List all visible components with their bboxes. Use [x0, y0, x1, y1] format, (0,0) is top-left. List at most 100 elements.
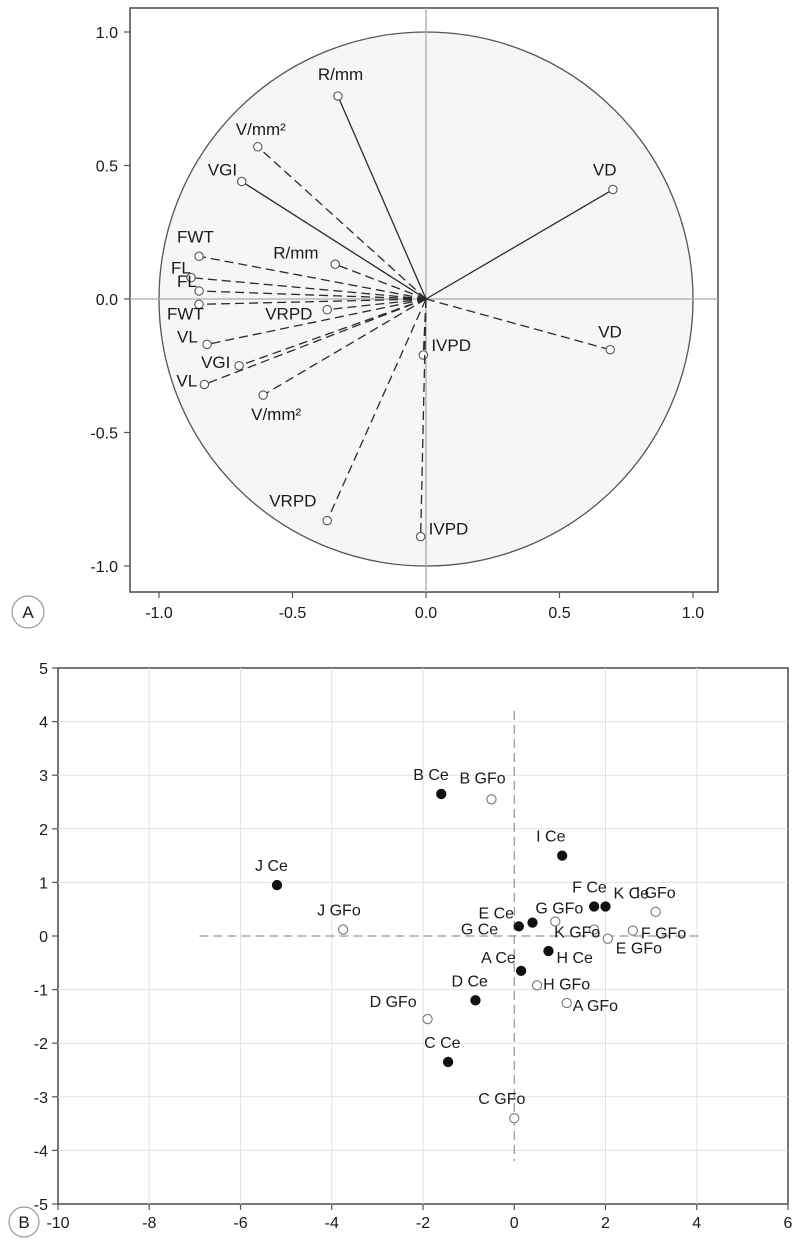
point-label: J Ce	[255, 858, 288, 875]
x-tick-label: -8	[142, 1215, 156, 1232]
score-point-gfo	[550, 916, 561, 927]
panel-b-ticks: -10 -8 -6 -4 -2 0 2 4 6 5 4 3 2 1 0 -1 -2 -3 -4 -5	[34, 661, 793, 1232]
loading-vector-point	[253, 142, 263, 152]
vector-label: VGI	[201, 353, 230, 372]
y-tick-label: 5	[39, 661, 48, 678]
loading-vector-line	[337, 95, 427, 300]
panel-a-ticks: -1.0 -0.5 0.0 0.5 1.0 1.0 0.5 0.0 -0.5 -1.0	[90, 25, 704, 622]
x-tick-label: 6	[784, 1215, 793, 1232]
vector-label: VRPD	[265, 305, 312, 324]
vector-label: VD	[598, 323, 622, 342]
score-point-gfo	[338, 924, 349, 935]
point-label: C Ce	[424, 1035, 461, 1052]
loading-vector-point	[608, 184, 618, 195]
vector-label: V/mm²	[236, 120, 286, 139]
loading-vector-line	[204, 298, 427, 386]
point-label: C GFo	[478, 1091, 525, 1108]
score-point-gfo	[650, 906, 661, 918]
loading-vector-line	[241, 180, 427, 300]
loading-vector-line	[422, 298, 427, 356]
score-point-gfo	[422, 1013, 433, 1025]
loading-vector-point	[330, 259, 340, 270]
score-point-gfo	[509, 1113, 520, 1124]
panel-a-label-badge: A	[11, 595, 45, 629]
vector-label: FWT	[167, 304, 204, 323]
y-tick-label: 0.0	[96, 292, 118, 309]
point-label: I GFo	[636, 885, 676, 902]
point-label: H Ce	[556, 950, 593, 967]
loading-vector-point	[415, 531, 426, 542]
vector-label: FWT	[177, 227, 214, 246]
loading-vector-point	[194, 251, 204, 262]
point-label: F GFo	[641, 926, 686, 943]
score-point-ce	[543, 945, 554, 957]
panel-a-label: A	[22, 603, 34, 622]
score-points: B Ce J Ce I Ce F Ce K Ce E CeG Ce H Ce A Ce D Ce…	[255, 767, 686, 1124]
x-tick-label: -2	[416, 1215, 430, 1232]
point-label: H GFo	[543, 976, 590, 993]
point-label: D GFo	[370, 994, 417, 1011]
vector-label: VGI	[208, 161, 237, 180]
point-label: B Ce	[413, 767, 449, 784]
score-point-gfo	[588, 924, 600, 935]
y-tick-label: 0.5	[96, 159, 118, 176]
loading-vector-line	[190, 276, 427, 300]
vector-label: IVPD	[429, 520, 469, 539]
y-tick-label: -5	[34, 1197, 48, 1214]
loading-vector-point	[237, 176, 247, 187]
score-point-ce	[470, 995, 481, 1006]
y-tick-label: 0	[39, 929, 48, 946]
loading-vector-point	[322, 515, 332, 526]
loading-vector-point	[234, 360, 244, 371]
panel-b-label: B	[18, 1213, 29, 1232]
point-label: B GFo	[459, 770, 505, 787]
point-label: K Ce	[614, 886, 650, 903]
score-point-ce	[271, 879, 283, 891]
loading-vector-point	[194, 299, 204, 310]
y-tick-label: -1	[34, 983, 48, 1000]
vector-label: VRPD	[269, 492, 316, 511]
x-tick-label: -4	[325, 1215, 339, 1232]
loading-vector-line	[334, 263, 427, 300]
loading-vector-line	[238, 298, 427, 367]
score-point-ce	[600, 901, 611, 912]
y-tick-label: 1	[39, 875, 48, 892]
panel-b-label-badge: B	[8, 1206, 40, 1238]
score-point-gfo	[561, 997, 572, 1009]
score-point-gfo	[531, 980, 543, 991]
vector-label: VL	[177, 327, 198, 346]
vector-label: FL	[177, 272, 197, 291]
point-label: D Ce	[451, 973, 488, 990]
loading-vector-point	[186, 272, 196, 283]
x-tick-label: 1.0	[682, 605, 704, 622]
y-tick-label: -2	[34, 1036, 48, 1053]
y-tick-label: -3	[34, 1090, 48, 1107]
loading-vector-point	[194, 286, 204, 296]
loading-vector-line	[425, 188, 614, 300]
point-label: G GFo	[535, 901, 583, 918]
loading-vector-point	[333, 91, 343, 101]
vector-label: R/mm	[318, 65, 363, 84]
x-tick-label: 0.5	[548, 605, 570, 622]
x-tick-label: -10	[46, 1215, 69, 1232]
point-label: J GFo	[317, 903, 361, 920]
loading-vector-point	[418, 350, 429, 360]
point-label: G Ce	[461, 921, 498, 938]
y-tick-label: -4	[34, 1143, 48, 1160]
y-tick-label: -0.5	[90, 426, 118, 443]
vector-label: R/mm	[273, 243, 318, 262]
score-point-ce	[442, 1056, 454, 1068]
y-tick-label: 1.0	[96, 25, 118, 42]
point-label: E GFo	[616, 941, 662, 958]
y-tick-label: -1.0	[90, 559, 118, 576]
vector-label: V/mm²	[251, 405, 301, 424]
x-tick-label: -1.0	[145, 605, 173, 622]
loading-vector-line	[199, 298, 427, 305]
point-label: A GFo	[573, 998, 618, 1015]
loading-vector-point	[322, 304, 332, 315]
panel-b-grid	[58, 668, 788, 1204]
vector-label: VL	[176, 371, 197, 390]
loading-vector-line	[326, 298, 427, 521]
vector-label: VD	[593, 161, 617, 180]
loading-vector-point	[605, 344, 615, 355]
